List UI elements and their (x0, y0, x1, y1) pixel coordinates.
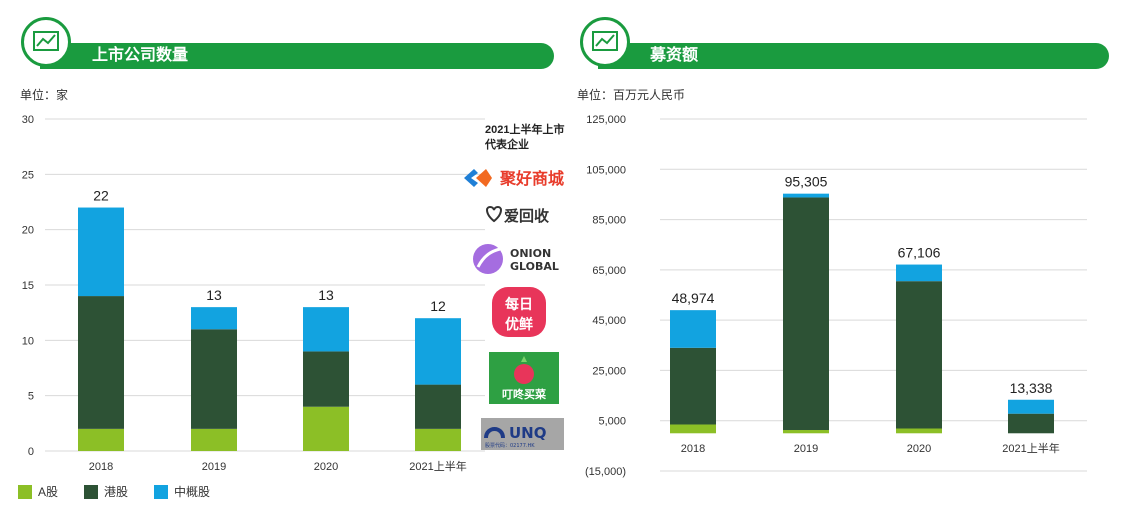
legend-item-hk-share: 港股 (84, 483, 128, 500)
missfresh-logo-icon: 每日 优鲜 (492, 287, 546, 337)
unq-logo-text: UNQ (509, 424, 547, 442)
right-total-label-3: 13,338 (1010, 380, 1053, 396)
right-bar-2-2 (896, 264, 942, 282)
legend-item-us-share: 中概股 (154, 483, 210, 500)
left-bar-1-2 (191, 307, 237, 330)
left-y-tick-label-1: 5 (28, 391, 34, 403)
right-y-tick-label-4: 65,000 (592, 265, 626, 277)
aihuishou-logo-text: 爱回收 (504, 207, 549, 225)
right-unit-label: 单位：百万元人民币 (577, 88, 686, 102)
left-y-tick-label-0: 0 (28, 446, 34, 458)
right-category-label-3: 2021上半年 (1002, 441, 1059, 455)
right-y-tick-label-5: 85,000 (592, 215, 626, 227)
left-unit-label: 单位：家 (20, 88, 69, 102)
svg-text:优鲜: 优鲜 (505, 316, 533, 333)
right-bar-1-2 (783, 193, 829, 198)
right-bar-2-1 (896, 281, 942, 429)
left-bar-1-0 (191, 428, 237, 451)
left-bar-1-1 (191, 329, 237, 429)
left-total-label-1: 13 (206, 287, 222, 303)
right-bar-0-1 (670, 347, 716, 425)
juhao-logo-text: 聚好商城 (499, 169, 564, 188)
left-line-chart-icon (21, 17, 71, 67)
right-category-label-2: 2020 (907, 443, 931, 455)
left-y-tick-label-6: 30 (22, 114, 34, 126)
left-y-tick-label-3: 15 (22, 280, 34, 292)
right-y-tick-label-7: 125,000 (586, 114, 626, 126)
right-total-label-1: 95,305 (785, 174, 828, 190)
legend-swatch-a-share (18, 484, 32, 499)
left-total-label-2: 13 (318, 287, 334, 303)
left-bar-2-0 (303, 406, 349, 451)
left-panel-title: 上市公司数量 (92, 47, 189, 64)
left-y-tick-label-5: 25 (22, 169, 34, 181)
legend-item-a-share: A股 (18, 483, 58, 500)
aihuishou-logo-icon: 爱回收 (484, 204, 564, 230)
right-total-label-2: 67,106 (898, 245, 941, 261)
left-bar-3-0 (415, 428, 461, 451)
legend-label-us-share: 中概股 (174, 485, 211, 499)
right-bar-0-2 (670, 310, 716, 348)
left-category-label-0: 2018 (89, 461, 113, 473)
chart-legend: A股 港股 中概股 (18, 483, 236, 500)
right-bar-1-1 (783, 197, 829, 431)
svg-text:股票代码：02177.HK: 股票代码：02177.HK (485, 442, 535, 449)
right-total-label-0: 48,974 (672, 290, 715, 306)
left-bar-2-1 (303, 351, 349, 407)
left-y-tick-label-2: 10 (22, 335, 34, 347)
right-bar-3-2 (1008, 399, 1054, 414)
right-bar-3-1 (1008, 413, 1054, 434)
right-category-label-0: 2018 (681, 443, 705, 455)
right-category-label-1: 2019 (794, 443, 818, 455)
right-line-chart-icon (580, 17, 630, 67)
left-bar-0-0 (78, 428, 124, 451)
left-total-label-0: 22 (93, 188, 109, 204)
logos-title: 2021上半年上市代表企业 (485, 124, 565, 151)
svg-text:叮咚买菜: 叮咚买菜 (502, 387, 547, 401)
legend-swatch-hk-share (84, 484, 99, 499)
right-bar-1-0 (783, 430, 829, 434)
right-y-tick-label-2: 25,000 (592, 365, 626, 377)
onion-logo-icon: ONION GLOBAL (472, 241, 567, 277)
right-y-tick-label-3: 45,000 (592, 315, 626, 327)
svg-text:GLOBAL: GLOBAL (510, 260, 559, 273)
right-title-banner (598, 43, 1109, 69)
left-bar-3-2 (415, 318, 461, 385)
left-bar-0-2 (78, 207, 124, 297)
legend-label-hk-share: 港股 (104, 485, 129, 499)
right-bar-0-0 (670, 424, 716, 434)
unq-logo-icon: UNQ 股票代码：02177.HK (481, 418, 564, 450)
left-title-banner (40, 43, 554, 69)
left-category-label-1: 2019 (202, 461, 226, 473)
dingdong-logo-icon: 叮咚买菜 (489, 352, 559, 404)
left-y-tick-label-4: 20 (22, 225, 34, 237)
right-y-tick-label-0: (15,000) (585, 466, 626, 478)
right-y-tick-label-6: 105,000 (586, 164, 626, 176)
left-category-label-3: 2021上半年 (409, 459, 466, 473)
legend-swatch-us-share (154, 484, 169, 499)
left-bar-2-2 (303, 307, 349, 352)
svg-text:ONION: ONION (510, 247, 551, 260)
left-total-label-3: 12 (430, 298, 446, 314)
left-category-label-2: 2020 (314, 461, 338, 473)
left-bar-3-1 (415, 384, 461, 429)
legend-label-a-share: A股 (38, 485, 59, 499)
right-bar-2-0 (896, 428, 942, 434)
right-y-tick-label-1: 5,000 (598, 416, 626, 428)
svg-text:每日: 每日 (505, 296, 533, 313)
left-bar-0-1 (78, 296, 124, 429)
right-panel-title: 募资额 (650, 47, 699, 64)
juhao-logo-icon: 聚好商城 (462, 166, 567, 190)
